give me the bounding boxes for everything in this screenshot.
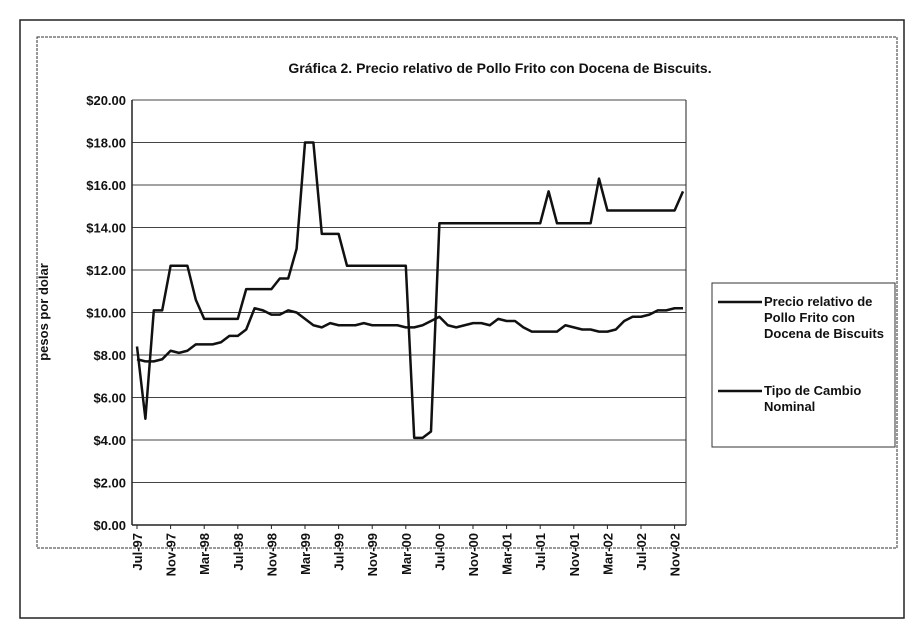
chart-title: Gráfica 2. Precio relativo de Pollo Frit…: [288, 60, 711, 76]
y-tick-label: $6.00: [93, 391, 126, 406]
x-tick-label: Mar-01: [500, 533, 515, 575]
x-tick-label: Nov-99: [365, 533, 380, 576]
y-tick-label: $4.00: [93, 433, 126, 448]
x-tick-label: Mar-98: [197, 533, 212, 575]
legend-label: Precio relativo de Pollo Frito con Docen…: [764, 294, 884, 341]
y-tick-label: $20.00: [86, 93, 126, 108]
x-tick-label: Nov-97: [164, 533, 179, 576]
x-tick-label: Jul-98: [231, 533, 246, 571]
y-tick-label: $2.00: [93, 476, 126, 491]
legend-label: Tipo de Cambio Nominal: [764, 383, 862, 414]
x-tick-label: Jul-01: [533, 533, 548, 571]
y-tick-label: $12.00: [86, 263, 126, 278]
y-tick-label: $16.00: [86, 178, 126, 193]
legend-box: [711, 282, 896, 448]
x-tick-label: Mar-00: [399, 533, 414, 575]
x-tick-label: Mar-02: [600, 533, 615, 575]
series-line: [136, 307, 683, 363]
series-line: [135, 141, 685, 440]
y-tick-label: $0.00: [93, 518, 126, 533]
outer-frame: [19, 19, 905, 619]
x-tick-label: Jul-99: [332, 533, 347, 571]
y-axis-label: pesos por dolar: [36, 263, 51, 361]
x-tick-label: Nov-00: [466, 533, 481, 576]
x-tick-label: Jul-97: [130, 533, 145, 571]
x-tick-label: Jul-02: [634, 533, 649, 571]
x-tick-label: Jul-00: [432, 533, 447, 571]
x-tick-label: Nov-02: [668, 533, 683, 576]
y-tick-label: $10.00: [86, 306, 126, 321]
x-tick-label: Mar-99: [298, 533, 313, 575]
chart-frame: [36, 36, 898, 549]
x-tick-label: Nov-01: [567, 533, 582, 576]
y-tick-label: $8.00: [93, 348, 126, 363]
y-tick-label: $14.00: [86, 221, 126, 236]
x-tick-label: Nov-98: [264, 533, 279, 576]
y-tick-label: $18.00: [86, 136, 126, 151]
